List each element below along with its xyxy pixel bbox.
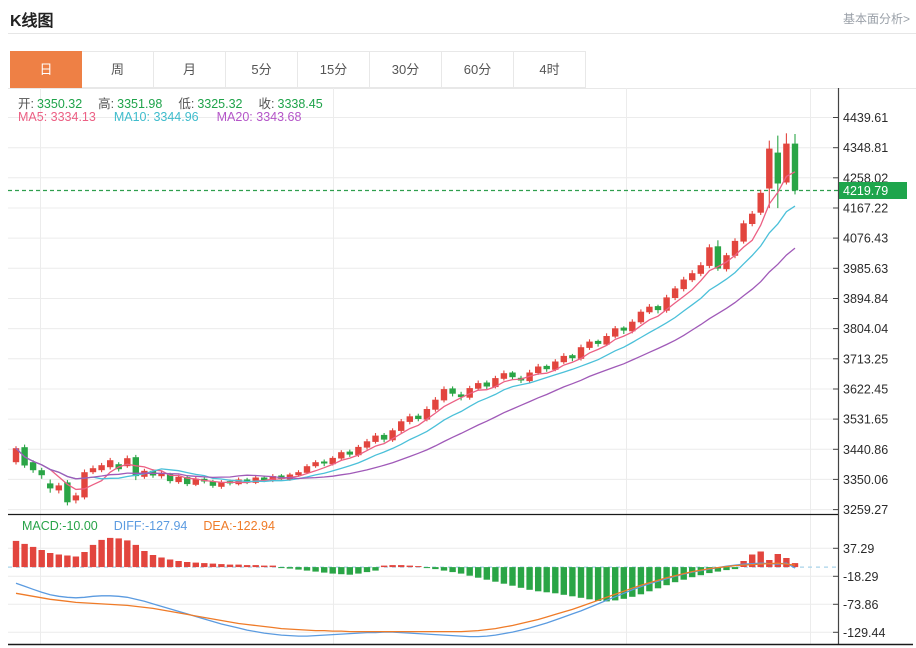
svg-text:-18.29: -18.29	[843, 570, 878, 584]
diff-value: DIFF:-127.94	[113, 519, 188, 533]
tab-4hour[interactable]: 4时	[514, 51, 586, 88]
ma20-value: MA20: 3343.68	[216, 110, 302, 124]
fundamental-analysis-link[interactable]: 基本面分析>	[842, 12, 910, 26]
open-value: 3350.32	[36, 97, 83, 111]
period-tabs: 日 周 月 5分 15分 30分 60分 4时	[10, 51, 586, 88]
axis-layer: 4439.61 4348.81 4258.02 4167.22 4076.43 3985.…	[8, 88, 913, 646]
svg-text:3259.27: 3259.27	[843, 503, 888, 517]
high-label: 高:	[98, 97, 115, 111]
macd-layer	[8, 537, 838, 638]
svg-text:-129.44: -129.44	[843, 626, 885, 640]
tab-5min[interactable]: 5分	[226, 51, 298, 88]
svg-text:4076.43: 4076.43	[843, 232, 888, 246]
dea-value: DEA:-122.94	[203, 519, 275, 533]
ma-legend: MA5: 3334.13 MA10: 3344.96 MA20: 3343.68	[18, 110, 301, 124]
svg-text:4439.61: 4439.61	[843, 111, 888, 125]
svg-text:3622.45: 3622.45	[843, 383, 888, 397]
ma10-line	[15, 205, 796, 483]
tab-30min[interactable]: 30分	[370, 51, 442, 88]
macd-legend: MACD:-10.00 DIFF:-127.94 DEA:-122.94	[22, 519, 275, 533]
price-tag: 4219.79	[839, 182, 907, 199]
low-value: 3325.32	[197, 97, 243, 111]
ohlc-legend: 开: 3350.32 高: 3351.98 低: 3325.32 收: 3338.45	[18, 93, 339, 112]
ma20-line	[15, 247, 796, 480]
svg-text:3531.65: 3531.65	[843, 413, 888, 427]
svg-text:3985.63: 3985.63	[843, 262, 888, 276]
diff-line	[15, 562, 796, 638]
svg-text:3713.25: 3713.25	[843, 352, 888, 366]
svg-text:37.29: 37.29	[843, 542, 874, 556]
svg-text:-73.86: -73.86	[843, 598, 878, 612]
svg-text:4348.81: 4348.81	[843, 141, 888, 155]
svg-text:3894.84: 3894.84	[843, 292, 888, 306]
svg-text:3804.04: 3804.04	[843, 322, 888, 336]
close-label: 收:	[258, 97, 275, 111]
tab-month[interactable]: 月	[154, 51, 226, 88]
tab-15min[interactable]: 15分	[298, 51, 370, 88]
open-label: 开:	[18, 97, 34, 111]
svg-text:3440.86: 3440.86	[843, 443, 888, 457]
page-title: K线图	[10, 13, 54, 30]
low-label: 低:	[178, 97, 195, 111]
svg-text:4258.02: 4258.02	[843, 171, 888, 185]
ma-lines-layer	[15, 171, 796, 491]
ma10-value: MA10: 3344.96	[113, 110, 199, 124]
tab-week[interactable]: 周	[82, 51, 154, 88]
dea-line	[15, 562, 796, 633]
svg-text:3350.06: 3350.06	[843, 473, 888, 487]
tab-60min[interactable]: 60分	[442, 51, 514, 88]
ma5-value: MA5: 3334.13	[18, 110, 96, 124]
close-value: 3338.45	[277, 97, 323, 111]
svg-text:4167.22: 4167.22	[843, 202, 888, 216]
high-value: 3351.98	[117, 97, 163, 111]
macd-value: MACD:-10.00	[22, 519, 98, 533]
ma5-line	[15, 171, 796, 491]
tab-day[interactable]: 日	[10, 51, 82, 88]
svg-text:4219.79: 4219.79	[843, 184, 888, 198]
